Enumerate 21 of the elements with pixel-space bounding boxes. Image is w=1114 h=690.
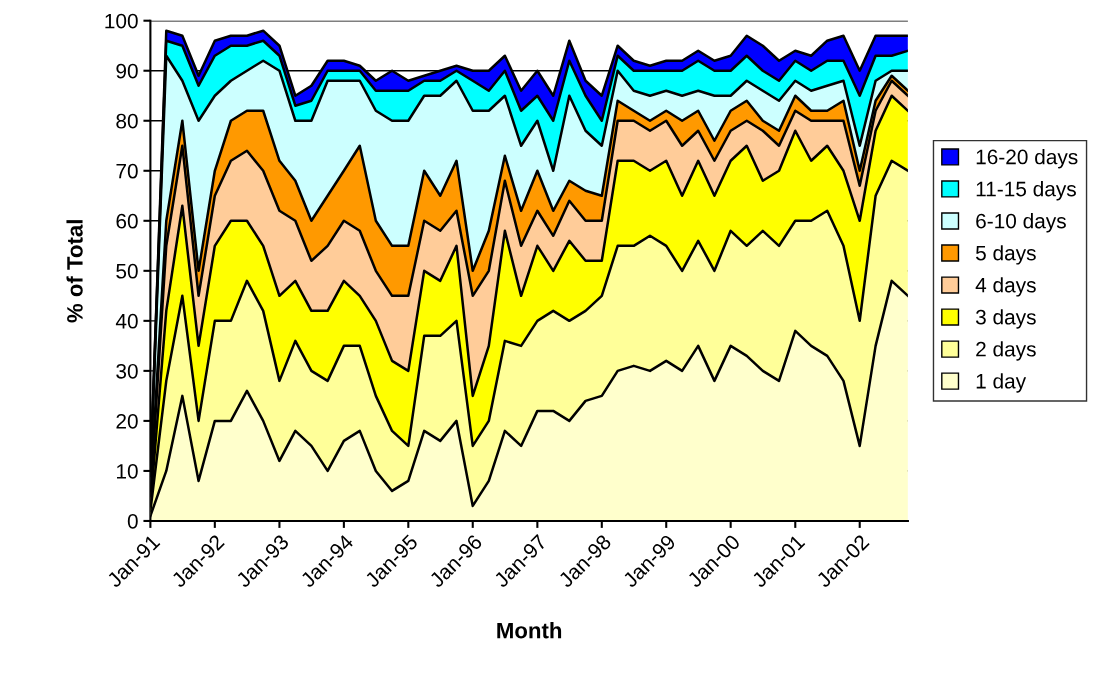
y-tick-label: 70 xyxy=(116,163,138,179)
y-tick-label: 30 xyxy=(116,363,138,379)
y-tick-label: 90 xyxy=(116,63,138,79)
y-tick-label: 60 xyxy=(116,213,138,229)
legend-label: 2 days xyxy=(976,341,1036,361)
legend-label: 6-10 days xyxy=(976,213,1066,233)
legend-label: 3 days xyxy=(975,309,1036,329)
y-tick-label: 20 xyxy=(116,413,138,429)
y-axis-title: % of Total xyxy=(66,220,83,323)
legend-label: 5 days xyxy=(975,245,1036,265)
legend-label: 4 days xyxy=(975,277,1036,297)
y-tick-label: 50 xyxy=(116,263,138,279)
y-tick-label: 100 xyxy=(105,13,138,29)
x-axis-title: Month xyxy=(497,622,562,639)
y-tick-label: 80 xyxy=(116,113,138,129)
legend-label: 16-20 days xyxy=(976,149,1078,169)
legend-label: 11-15 days xyxy=(976,181,1076,201)
y-tick-label: 40 xyxy=(115,313,138,329)
y-tick-label: 0 xyxy=(127,513,138,529)
legend-label: 1 day xyxy=(976,373,1027,393)
y-tick-label: 10 xyxy=(117,463,138,479)
